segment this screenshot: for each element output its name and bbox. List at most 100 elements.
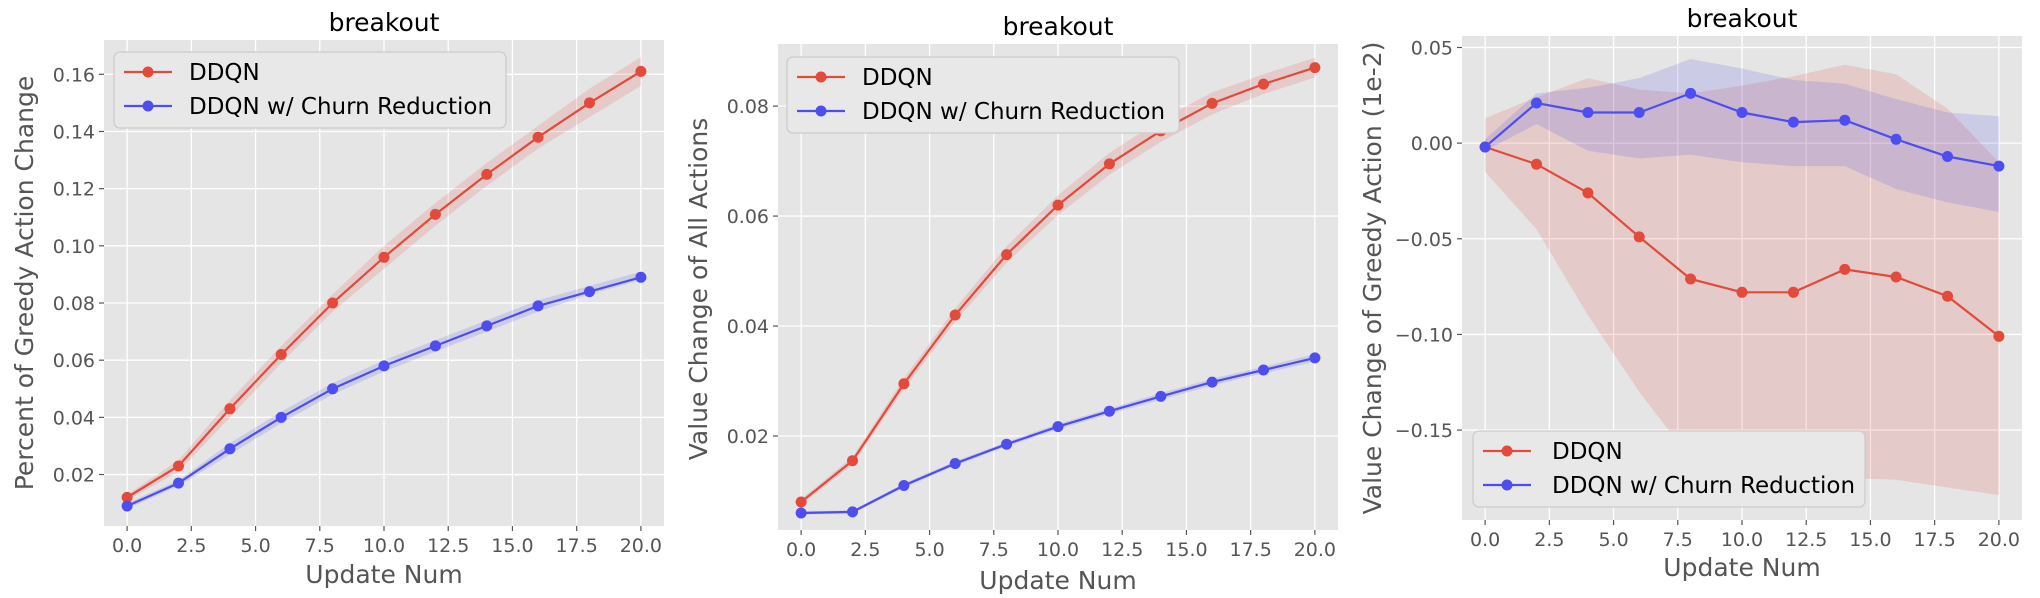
- data-point-ddqn-w-churn-reduction: [584, 286, 595, 298]
- y-tick-label: 0.12: [53, 179, 95, 201]
- data-point-ddqn-w-churn-reduction: [1103, 405, 1115, 417]
- y-tick-label: −0.15: [1395, 420, 1453, 442]
- data-point-ddqn-w-churn-reduction: [1206, 376, 1218, 388]
- data-point-ddqn: [1206, 97, 1218, 109]
- data-point-ddqn-w-churn-reduction: [847, 506, 858, 518]
- y-tick-label: −0.05: [1395, 229, 1453, 251]
- data-point-ddqn: [1839, 263, 1851, 275]
- data-point-ddqn-w-churn-reduction: [1155, 390, 1167, 402]
- data-point-ddqn: [1685, 273, 1697, 285]
- x-tick-label: 2.5: [1534, 529, 1564, 551]
- data-point-ddqn: [1582, 187, 1594, 199]
- legend-marker-churn: [1501, 479, 1513, 491]
- chart-title: breakout: [1003, 12, 1114, 41]
- x-axis-label: Update Num: [979, 566, 1136, 595]
- data-point-ddqn: [1001, 249, 1013, 261]
- data-point-ddqn-w-churn-reduction: [1531, 97, 1542, 109]
- y-tick-label: 0.04: [727, 316, 769, 338]
- data-point-ddqn-w-churn-reduction: [795, 507, 807, 519]
- x-axis-label: Update Num: [1663, 553, 1820, 582]
- legend: DDQN DDQN w/ Churn Reduction: [786, 56, 1180, 134]
- chart-panel-1: 0.0 2.5 5.0 7.5 10.0 12.5 15.0 17.5 20.0 0.02 0.0…: [10, 8, 664, 589]
- data-point-ddqn: [275, 349, 287, 360]
- data-point-ddqn: [378, 251, 390, 263]
- y-tick-label: 0.08: [727, 96, 769, 118]
- data-point-ddqn-w-churn-reduction: [481, 320, 493, 332]
- data-point-ddqn: [1531, 158, 1542, 170]
- legend-box: [1472, 430, 1866, 508]
- data-point-ddqn-w-churn-reduction: [429, 340, 441, 352]
- data-point-ddqn-w-churn-reduction: [121, 500, 133, 512]
- data-point-ddqn: [481, 168, 493, 180]
- data-point-ddqn: [1736, 286, 1748, 298]
- y-tick-label: 0.08: [53, 293, 95, 315]
- x-tick-label: 0.0: [786, 539, 816, 561]
- x-tick-label: 17.5: [556, 535, 598, 557]
- y-tick-label: 0.16: [53, 64, 95, 86]
- confidence-band-ddqn-w-churn-reduction: [1485, 59, 1999, 212]
- x-tick-label: 15.0: [491, 535, 533, 557]
- data-point-ddqn: [1309, 62, 1321, 74]
- data-point-ddqn: [1890, 271, 1902, 283]
- data-point-ddqn: [847, 455, 858, 467]
- data-point-ddqn: [1633, 231, 1645, 243]
- x-tick-label: 20.0: [1294, 539, 1336, 561]
- legend-label-churn: DDQN w/ Churn Reduction: [189, 94, 492, 120]
- data-point-ddqn-w-churn-reduction: [173, 477, 184, 489]
- x-tick-label: 0.0: [112, 535, 142, 557]
- data-point-ddqn-w-churn-reduction: [224, 443, 236, 455]
- data-point-ddqn-w-churn-reduction: [1993, 160, 2005, 172]
- data-point-ddqn: [1942, 290, 1953, 302]
- y-tick-label: 0.04: [53, 407, 95, 429]
- y-tick-label: 0.02: [727, 426, 769, 448]
- legend-label-ddqn: DDQN: [1552, 439, 1623, 465]
- x-tick-label: 7.5: [305, 535, 335, 557]
- x-tick-label: 12.5: [1785, 529, 1827, 551]
- y-tick-label: −0.10: [1395, 324, 1453, 346]
- data-point-ddqn-w-churn-reduction: [378, 360, 390, 372]
- data-point-ddqn-w-churn-reduction: [275, 411, 287, 423]
- data-point-ddqn-w-churn-reduction: [1787, 116, 1799, 128]
- x-tick-label: 15.0: [1849, 529, 1891, 551]
- data-point-ddqn: [1993, 330, 2005, 342]
- y-tick-label: 0.10: [53, 236, 95, 258]
- y-axis-label: Value Change of Greedy Action (1e-2): [1358, 42, 1387, 515]
- legend-label-churn: DDQN w/ Churn Reduction: [1552, 473, 1855, 499]
- data-point-ddqn-w-churn-reduction: [1052, 421, 1064, 433]
- confidence-band-ddqn: [127, 57, 641, 501]
- data-point-ddqn-w-churn-reduction: [898, 480, 910, 491]
- y-tick-label: 0.06: [53, 350, 95, 372]
- legend-label-churn: DDQN w/ Churn Reduction: [862, 99, 1165, 125]
- data-point-ddqn-w-churn-reduction: [635, 271, 647, 283]
- data-point-ddqn-w-churn-reduction: [1582, 107, 1594, 118]
- data-point-ddqn: [1258, 78, 1269, 90]
- data-point-ddqn: [224, 403, 236, 415]
- y-axis-label: Value Change of All Actions: [684, 118, 713, 461]
- y-tick-label: 0.05: [1411, 37, 1453, 59]
- chart-panel-2: 0.0 2.5 5.0 7.5 10.0 12.5 15.0 17.5 20.0 0.02 0.0…: [684, 12, 1338, 595]
- confidence-band-ddqn: [1485, 64, 1999, 496]
- data-point-ddqn: [1052, 199, 1064, 211]
- x-tick-label: 15.0: [1165, 539, 1207, 561]
- legend-marker-churn: [815, 105, 827, 117]
- x-axis-label: Update Num: [305, 560, 462, 589]
- legend-box: [786, 56, 1180, 134]
- x-tick-label: 2.5: [176, 535, 206, 557]
- data-point-ddqn: [949, 309, 961, 321]
- data-point-ddqn-w-churn-reduction: [1890, 133, 1902, 145]
- x-tick-label: 0.0: [1470, 529, 1500, 551]
- x-tick-label: 10.0: [363, 535, 405, 557]
- x-tick-label: 5.0: [1598, 529, 1628, 551]
- data-point-ddqn: [1787, 286, 1799, 298]
- x-tick-label: 10.0: [1721, 529, 1763, 551]
- legend-box: [113, 51, 507, 129]
- chart-title: breakout: [1687, 4, 1798, 33]
- legend: DDQN DDQN w/ Churn Reduction: [1472, 430, 1866, 508]
- x-tick-label: 7.5: [1663, 529, 1693, 551]
- data-point-ddqn-w-churn-reduction: [1633, 107, 1645, 118]
- data-point-ddqn: [1103, 158, 1115, 170]
- data-point-ddqn-w-churn-reduction: [1685, 87, 1697, 99]
- y-tick-label: 0.00: [1411, 133, 1453, 155]
- legend-label-ddqn: DDQN: [862, 65, 933, 91]
- x-tick-label: 17.5: [1914, 529, 1956, 551]
